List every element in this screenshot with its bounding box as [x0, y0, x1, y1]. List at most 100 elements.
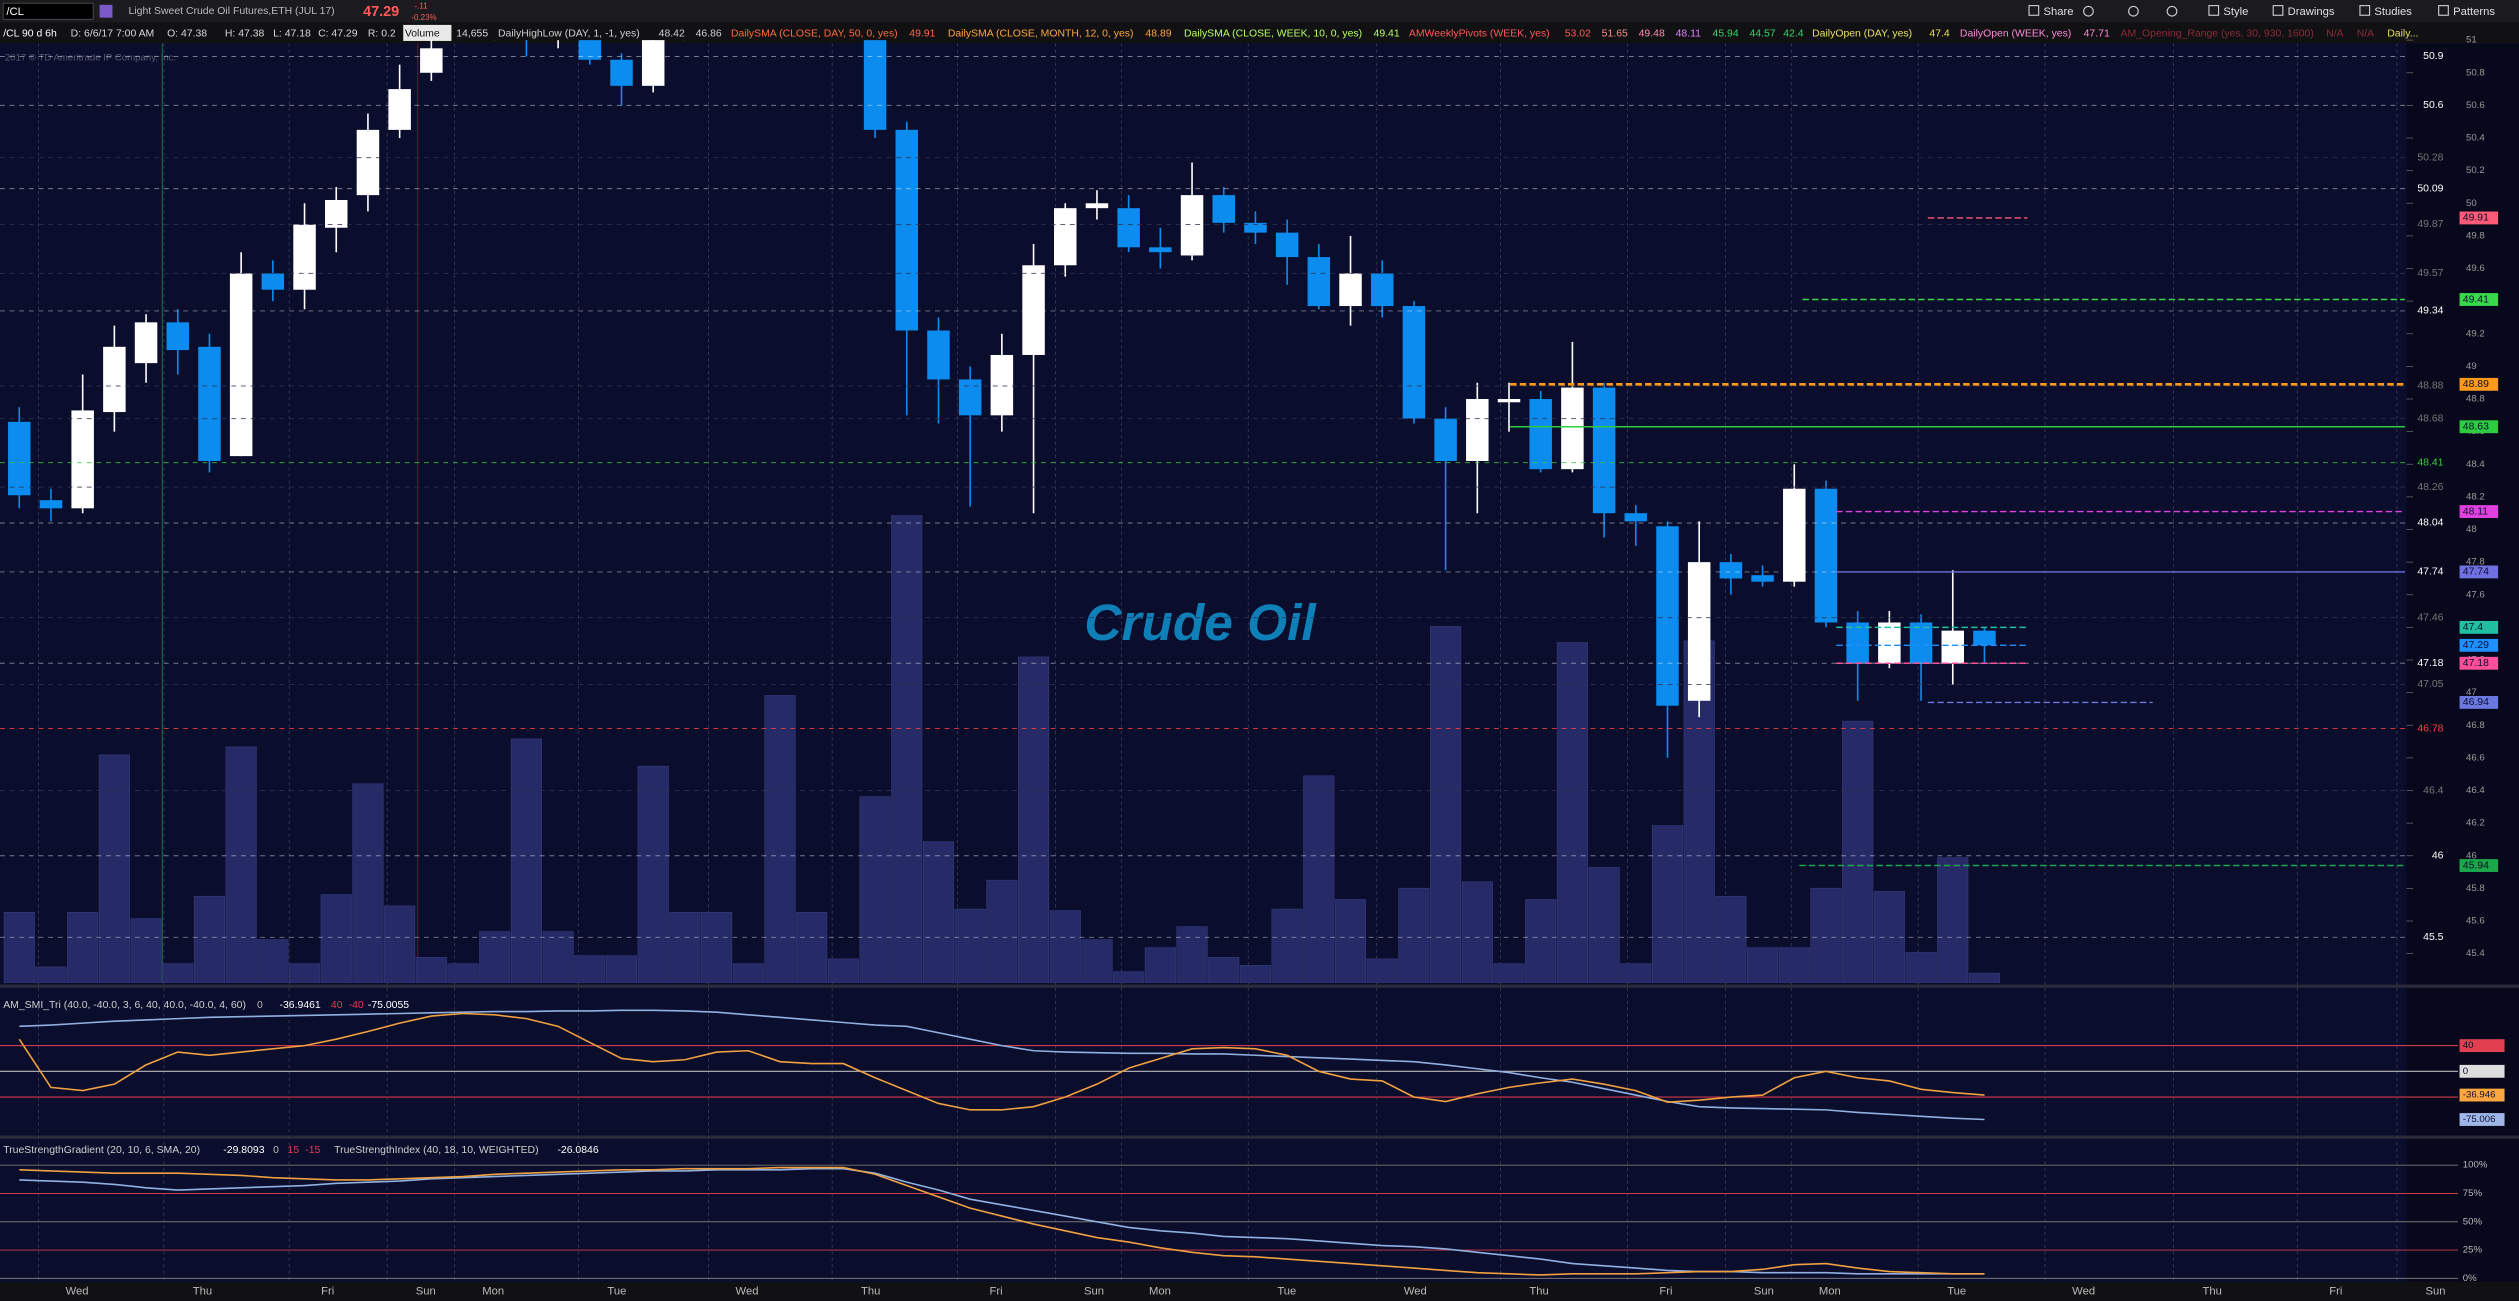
toolbar-icon[interactable] — [2128, 5, 2139, 17]
volume-bar — [1778, 947, 1810, 983]
y-tick-label: 75% — [2463, 1188, 2483, 1199]
x-tick-label: Thu — [193, 1285, 212, 1297]
candle-body — [1592, 387, 1616, 514]
x-tick-label: Tue — [607, 1285, 626, 1297]
menu-icon[interactable] — [2028, 5, 2040, 16]
level-label: 47.46 — [2417, 612, 2443, 623]
x-tick-label: Mon — [482, 1285, 504, 1297]
symbol[interactable]: /CL — [6, 6, 23, 18]
level-label: 50.9 — [2423, 51, 2444, 62]
candle-body — [1751, 575, 1774, 582]
candle-body — [863, 40, 887, 130]
y-tick-label: 50.4 — [2466, 133, 2485, 144]
menu-button[interactable]: Studies — [2374, 6, 2412, 18]
price-badge — [2459, 420, 2499, 434]
volume-bar — [162, 963, 194, 983]
x-tick-label: Fri — [989, 1285, 1002, 1297]
volume-bar — [1937, 857, 1969, 983]
y-tick-label: 46.8 — [2466, 720, 2485, 731]
x-tick-label: Sun — [2425, 1285, 2445, 1297]
volume-bar — [193, 895, 226, 983]
study-label: L: 47.18 — [273, 28, 311, 39]
y-tick-label: 25% — [2463, 1245, 2483, 1256]
candle-body — [1909, 622, 1933, 664]
toolbar — [0, 0, 2519, 23]
level-label: 49.87 — [2417, 219, 2443, 230]
last-price: 47.29 — [363, 4, 399, 20]
study-readout: -36.9461 — [280, 1000, 321, 1011]
x-tick-label: Thu — [861, 1285, 880, 1297]
study-label: 47.4 — [1929, 28, 1950, 39]
volume-bar — [479, 931, 511, 983]
candle-body — [1244, 222, 1267, 233]
level-label: 50.6 — [2423, 100, 2444, 111]
candle-body — [1656, 526, 1679, 706]
candle-body — [927, 330, 950, 380]
volume-bar — [732, 963, 764, 983]
volume-bar — [384, 905, 416, 983]
price-badge-label: 47.74 — [2463, 567, 2489, 578]
symbol-input[interactable] — [2, 2, 94, 20]
level-label: 46 — [2432, 851, 2444, 862]
toolbar-icon[interactable] — [2166, 5, 2178, 17]
menu-icon[interactable] — [2438, 5, 2449, 16]
volume-bar — [669, 911, 701, 983]
study-label: /CL 90 d 6h — [3, 28, 57, 39]
menu-icon[interactable] — [2272, 5, 2284, 16]
volume-bar — [510, 738, 543, 983]
candle-body — [1529, 399, 1552, 470]
price-badge-label: 47.4 — [2463, 622, 2484, 633]
y-tick-label: 49.6 — [2466, 263, 2485, 274]
candle-body — [958, 379, 982, 416]
price-badge — [2459, 859, 2499, 872]
y-tick-label: 46 — [2466, 850, 2477, 861]
candle-body — [229, 273, 253, 457]
volume-bar — [1398, 887, 1430, 983]
volume-bar — [1493, 963, 1525, 983]
x-tick-label: Fri — [2329, 1285, 2342, 1297]
x-tick-label: Sun — [416, 1285, 436, 1297]
level-label: 50.09 — [2417, 183, 2443, 194]
menu-button[interactable]: Share — [2043, 6, 2073, 18]
y-tick-label: 49.2 — [2466, 328, 2485, 339]
volume-bar — [1049, 910, 1081, 983]
study-readout: 0 — [257, 1000, 263, 1011]
menu-button[interactable]: Drawings — [2288, 6, 2335, 18]
level-label: 46.78 — [2417, 723, 2443, 734]
level-label: 47.18 — [2417, 658, 2443, 669]
value-badge-label: -36.946 — [2463, 1090, 2496, 1101]
study-readout: 0 — [273, 1145, 279, 1156]
volume-bar — [1430, 626, 1462, 983]
x-tick-label: Sun — [1084, 1285, 1104, 1297]
volume-bar — [859, 796, 891, 983]
study-label: DailyOpen (WEEK, yes) — [1960, 28, 2071, 39]
volume-bar — [637, 765, 669, 983]
volume-bar — [1461, 881, 1493, 983]
menu-button[interactable]: Style — [2223, 6, 2248, 18]
menu-icon[interactable] — [2359, 5, 2371, 16]
toolbar-icon[interactable] — [2083, 5, 2094, 17]
symbol-icon[interactable] — [99, 4, 113, 18]
y-tick-label: 45.4 — [2466, 948, 2485, 959]
menu-icon[interactable] — [2208, 5, 2220, 16]
candle-body — [198, 346, 221, 461]
volume-bar — [1715, 895, 1747, 983]
volume-bar — [922, 841, 955, 983]
candle-body — [1339, 273, 1362, 307]
volume-chip — [403, 24, 452, 41]
indicator-line — [19, 1009, 1985, 1121]
study-label: 48.89 — [1145, 28, 1171, 39]
study-label: 14,655 — [456, 28, 488, 39]
study-label: R: 0.2 — [368, 28, 396, 39]
menu-button[interactable]: Patterns — [2453, 6, 2495, 18]
candle-body — [895, 129, 919, 331]
volume-bar — [1334, 899, 1367, 983]
study-label: DailySMA (CLOSE, MONTH, 12, 0, yes) — [948, 28, 1134, 39]
y-tick-label: 100% — [2463, 1160, 2488, 1171]
volume-bar — [1525, 899, 1557, 983]
level-label: 48.26 — [2417, 482, 2443, 493]
study-label: N/A — [2357, 28, 2374, 39]
study-label: 48.42 — [659, 28, 685, 39]
study-label: C: 47.29 — [318, 28, 358, 39]
